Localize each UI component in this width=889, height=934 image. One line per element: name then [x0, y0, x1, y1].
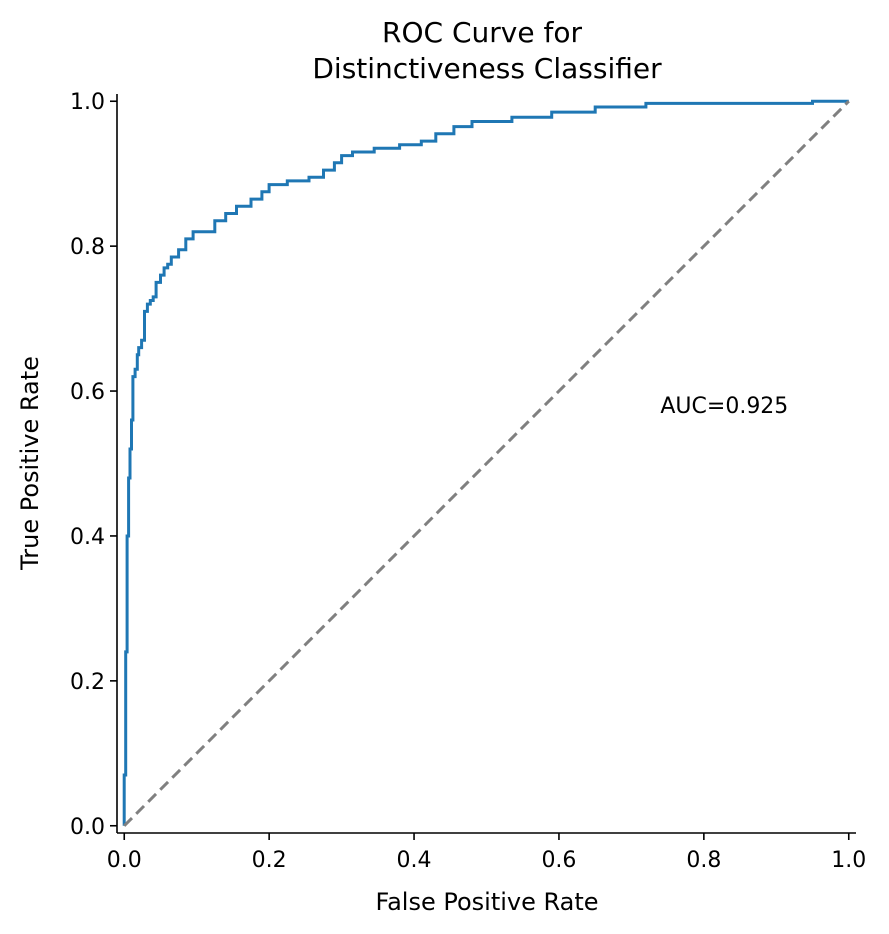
auc-annotation: AUC=0.925 [660, 394, 788, 419]
roc-curve-line [122, 99, 849, 826]
chart-title-line-2: Distinctiveness Classifier [312, 52, 662, 85]
y-tick-label: 0.6 [70, 380, 105, 405]
y-tick-label: 0.0 [70, 815, 105, 840]
x-tick-label: 0.8 [686, 848, 721, 873]
x-tick-label: 0.0 [107, 848, 142, 873]
y-axis-label: True Positive Rate [16, 356, 44, 571]
chart-title-line-1: ROC Curve for [382, 16, 582, 49]
y-tick-label: 0.8 [70, 235, 105, 260]
x-tick-label: 0.2 [252, 848, 287, 873]
x-tick-label: 1.0 [831, 848, 866, 873]
y-tick-label: 0.2 [70, 670, 105, 695]
x-ticks: 0.0 0.2 0.4 0.6 0.8 1.0 [107, 833, 866, 873]
y-tick-label: 1.0 [70, 90, 105, 115]
x-tick-label: 0.6 [541, 848, 576, 873]
x-tick-label: 0.4 [397, 848, 432, 873]
y-ticks: 0.0 0.2 0.4 0.6 0.8 1.0 [70, 90, 117, 840]
y-tick-label: 0.4 [70, 525, 105, 550]
plot-area [122, 99, 850, 827]
chance-diagonal-line [123, 100, 850, 827]
x-axis-label: False Positive Rate [375, 888, 598, 916]
